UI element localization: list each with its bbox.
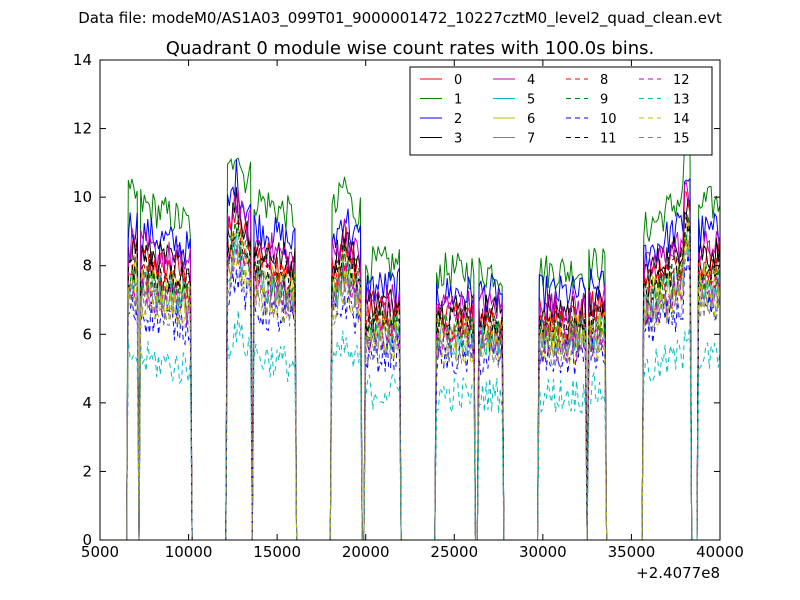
legend-label-12: 12 <box>673 73 690 88</box>
x-tick-label: 25000 <box>430 543 478 561</box>
y-tick-label: 10 <box>73 188 92 206</box>
data-file-title: Data file: modeM0/AS1A03_099T01_90000014… <box>78 9 722 27</box>
y-tick-label: 8 <box>82 257 92 275</box>
legend-label-4: 4 <box>527 73 535 88</box>
series-line-3 <box>124 187 720 540</box>
series-line-0 <box>124 191 720 540</box>
x-tick-label: 5000 <box>81 543 119 561</box>
legend-label-9: 9 <box>600 93 608 108</box>
chart-title: Quadrant 0 module wise count rates with … <box>166 38 655 59</box>
series-line-8 <box>124 214 720 540</box>
x-tick-label: 40000 <box>696 543 744 561</box>
series-line-1 <box>124 125 720 540</box>
x-tick-label: 10000 <box>165 543 213 561</box>
series-line-2 <box>124 159 720 540</box>
series-line-6 <box>124 217 720 540</box>
legend-label-1: 1 <box>454 93 462 108</box>
x-offset-label: +2.4077e8 <box>636 564 720 582</box>
legend-label-6: 6 <box>527 112 535 127</box>
y-tick-label: 6 <box>82 325 92 343</box>
x-tick-label: 30000 <box>519 543 567 561</box>
legend-label-0: 0 <box>454 73 462 88</box>
series-line-4 <box>124 180 720 540</box>
y-tick-label: 0 <box>82 531 92 549</box>
y-tick-label: 14 <box>73 51 92 69</box>
series-line-13 <box>124 310 720 540</box>
legend-label-5: 5 <box>527 93 535 108</box>
legend-label-15: 15 <box>673 132 690 147</box>
legend-label-8: 8 <box>600 73 608 88</box>
series-lines <box>124 125 720 540</box>
legend-box <box>409 66 713 156</box>
legend-label-7: 7 <box>527 132 535 147</box>
series-line-14 <box>124 239 720 540</box>
legend-label-11: 11 <box>600 132 617 147</box>
y-tick-label: 4 <box>82 394 92 412</box>
series-line-12 <box>124 236 720 540</box>
axis-ticks: 5000 10000 15000 20000 25000 30000 35000 40000 0… <box>73 51 744 561</box>
x-tick-label: 15000 <box>253 543 301 561</box>
y-tick-label: 2 <box>82 462 92 480</box>
series-line-7 <box>124 237 720 540</box>
legend-label-10: 10 <box>600 112 617 127</box>
series-line-15 <box>124 247 720 540</box>
series-line-10 <box>124 254 720 540</box>
series-line-9 <box>124 215 720 540</box>
series-line-11 <box>124 213 720 540</box>
series-line-5 <box>124 230 720 540</box>
legend-label-14: 14 <box>673 112 690 127</box>
x-tick-label: 20000 <box>342 543 390 561</box>
axes-frame <box>99 59 721 541</box>
x-tick-label: 35000 <box>608 543 656 561</box>
legend-label-2: 2 <box>454 112 462 127</box>
y-tick-label: 12 <box>73 120 92 138</box>
legend-label-3: 3 <box>454 132 462 147</box>
legend-label-13: 13 <box>673 93 690 108</box>
